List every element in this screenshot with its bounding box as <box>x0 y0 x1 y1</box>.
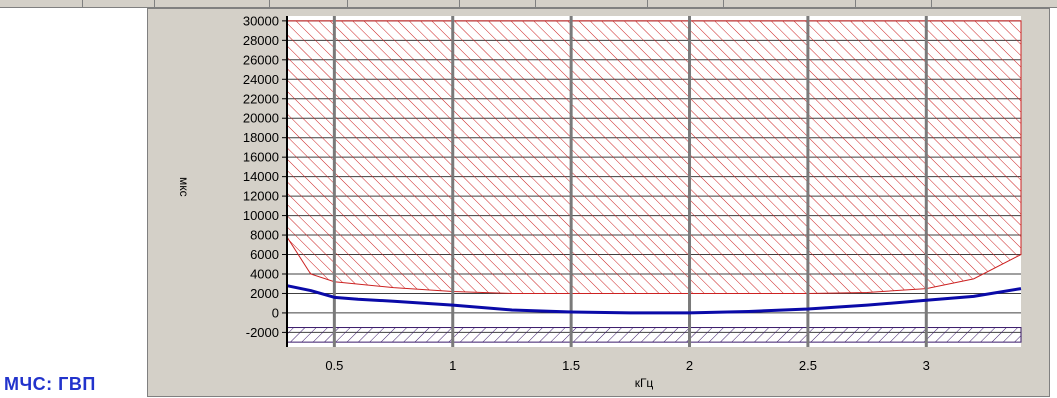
x-tick-label: 0.5 <box>325 358 343 373</box>
toolbar-segment <box>347 0 460 7</box>
top-toolbar-strip <box>0 0 1057 8</box>
series-line <box>286 284 1022 315</box>
y-tick-label: 20000 <box>243 111 279 126</box>
x-tick-label: 2 <box>686 358 693 373</box>
y-tick-label: 8000 <box>250 228 279 243</box>
toolbar-segment <box>154 0 270 7</box>
x-tick-label: 1 <box>449 358 456 373</box>
toolbar-segment <box>459 0 536 7</box>
toolbar-segment <box>647 0 724 7</box>
y-tick-label: 2000 <box>250 286 279 301</box>
toolbar-segment <box>723 0 856 7</box>
toolbar-segment <box>0 0 83 7</box>
x-axis-label: кГц <box>635 376 654 390</box>
toolbar-segment <box>269 0 348 7</box>
y-tick-label: 18000 <box>243 130 279 145</box>
y-tick-label: 6000 <box>250 247 279 262</box>
y-tick-label: 24000 <box>243 72 279 87</box>
toolbar-segment <box>82 0 155 7</box>
y-tick-label: -2000 <box>246 325 279 340</box>
toolbar-segment <box>855 0 932 7</box>
y-tick-label: 10000 <box>243 208 279 223</box>
x-tick-label: 1.5 <box>562 358 580 373</box>
y-tick-label: 0 <box>272 305 279 320</box>
x-tick-labels: 0.5 1 1.5 2 2.5 3 <box>325 358 930 373</box>
upper-mask <box>286 20 1022 294</box>
lower-mask <box>286 327 1022 343</box>
y-tick-label: 16000 <box>243 150 279 165</box>
chart: -2000 0 2000 4000 6000 8000 10000 12000 14000 160… <box>177 13 1022 390</box>
section-label: МЧС: ГВП <box>4 374 96 394</box>
toolbar-segment <box>535 0 648 7</box>
x-tick-label: 3 <box>923 358 930 373</box>
y-tick-label: 12000 <box>243 189 279 204</box>
y-tick-label: 4000 <box>250 266 279 281</box>
y-axis-label: мкс <box>177 177 191 197</box>
y-tick-labels: -2000 0 2000 4000 6000 8000 10000 12000 14000 160… <box>243 13 287 340</box>
y-tick-label: 14000 <box>243 169 279 184</box>
vertical-gridlines <box>332 16 928 347</box>
data-series <box>286 284 1022 315</box>
y-tick-label: 22000 <box>243 91 279 106</box>
x-tick-label: 2.5 <box>799 358 817 373</box>
y-tick-label: 26000 <box>243 52 279 67</box>
y-tick-label: 28000 <box>243 33 279 48</box>
chart-panel: -2000 0 2000 4000 6000 8000 10000 12000 14000 160… <box>147 8 1050 397</box>
y-tick-label: 30000 <box>243 13 279 28</box>
